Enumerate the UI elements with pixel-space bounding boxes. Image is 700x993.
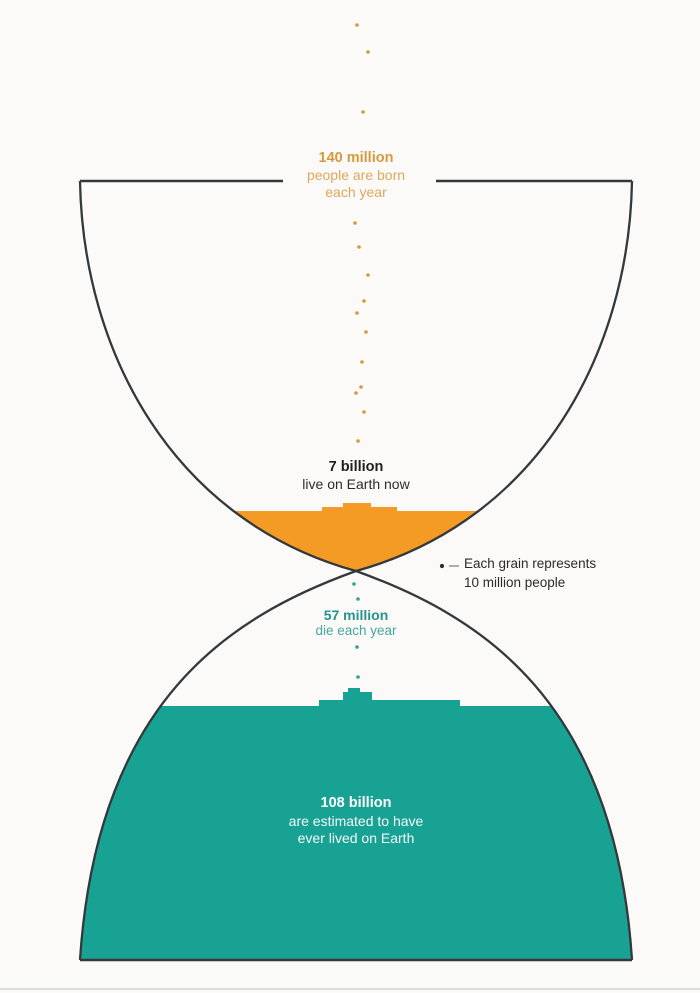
legend-line1: Each grain represents	[464, 556, 597, 571]
sand-grain	[352, 582, 356, 586]
hourglass-curve-right	[78, 180, 634, 961]
ever-lived-value: 108 billion	[320, 795, 392, 811]
sand-grain	[355, 23, 359, 27]
lower-sand-fill	[80, 688, 632, 960]
ever-lived-caption: 108 billion are estimated to have ever l…	[206, 795, 506, 848]
deaths-caption: 57 million die each year	[206, 607, 506, 639]
alive-caption: 7 billion live on Earth now	[206, 459, 506, 493]
sand-grain	[360, 360, 364, 364]
sand-grain	[353, 221, 357, 225]
deaths-value: 57 million	[323, 607, 389, 623]
grain-legend: Each grain represents 10 million people	[464, 555, 634, 592]
sand-grain	[354, 391, 358, 395]
sand-grain	[361, 110, 365, 114]
ever-lived-text-line1: are estimated to have	[288, 812, 424, 829]
births-caption: 140 million people are born each year	[206, 150, 506, 201]
sand-grain	[356, 597, 360, 601]
sand-grain	[359, 385, 363, 389]
sand-grain	[366, 50, 370, 54]
sand-grain	[356, 675, 360, 679]
births-text-line1: people are born	[306, 167, 406, 183]
sand-grain	[366, 273, 370, 277]
births-value: 140 million	[318, 150, 394, 166]
sand-grain	[356, 439, 360, 443]
alive-value: 7 billion	[328, 459, 384, 475]
sand-grain	[362, 410, 366, 414]
sand-grain	[357, 245, 361, 249]
ever-lived-text-line2: ever lived on Earth	[297, 830, 415, 846]
legend-line2: 10 million people	[464, 574, 566, 590]
sand-grain	[362, 299, 366, 303]
sand-grain	[355, 311, 359, 315]
alive-text-line1: live on Earth now	[302, 476, 410, 492]
deaths-text-line1: die each year	[315, 623, 397, 638]
births-text-line2: each year	[325, 184, 387, 200]
sand-grain	[355, 645, 359, 649]
sand-grain	[364, 330, 368, 334]
bottom-divider	[0, 988, 700, 990]
falling-grains-top	[353, 23, 370, 443]
legend-grain-dot	[439, 563, 445, 569]
falling-grains-bottom	[352, 582, 360, 679]
